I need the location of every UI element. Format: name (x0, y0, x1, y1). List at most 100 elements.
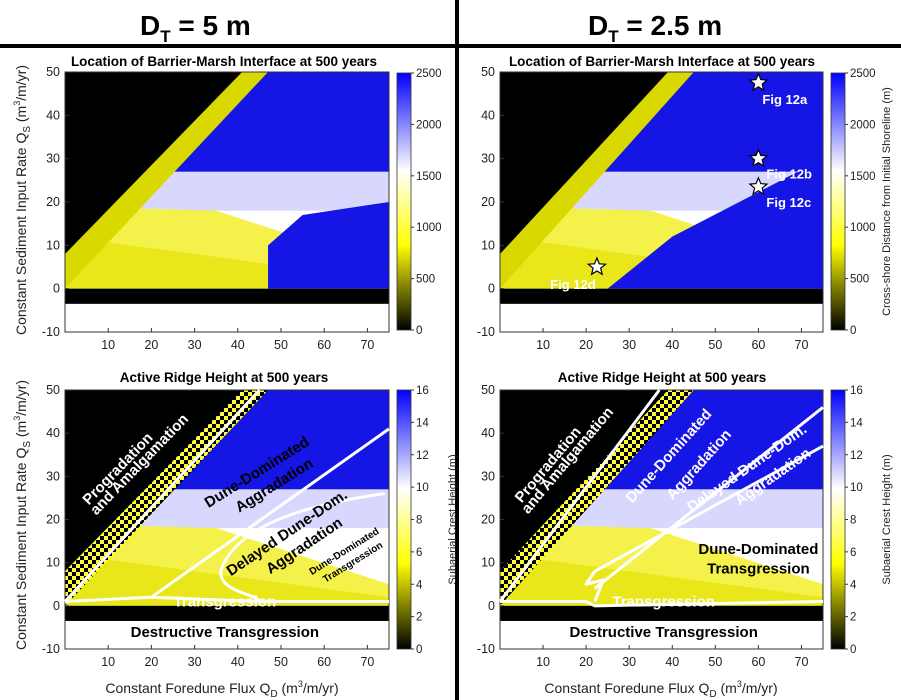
regime-boundary (594, 444, 824, 573)
colorbar-tick-label: 2 (416, 612, 422, 624)
colorbar-tick-label: 4 (416, 579, 423, 591)
field-black-band (65, 605, 389, 621)
regime-label: Transgression (612, 594, 715, 611)
y-tick-label: 30 (481, 152, 495, 166)
x-tick-label: 20 (144, 338, 158, 352)
colorbar-tick-label: 14 (416, 417, 429, 429)
y-tick-label: 0 (488, 282, 495, 296)
panel-title: Location of Barrier-Marsh Interface at 5… (509, 54, 815, 69)
regime-boundary (64, 595, 389, 604)
field-black-band (500, 288, 823, 304)
colorbar-tick-label: 500 (416, 274, 435, 286)
y-tick-label: 30 (481, 469, 495, 483)
regime-boundary (63, 388, 261, 603)
regime-label: Transgression (707, 560, 810, 577)
y-tick-label: 50 (46, 65, 60, 79)
regime-boundary (498, 389, 661, 603)
field-black-band (65, 288, 389, 304)
colorbar-tick-label: 4 (850, 579, 857, 591)
colorbar-label: Subaerial Crest Height (m) (447, 454, 459, 584)
colorbar-tick-label: 8 (416, 515, 422, 527)
panel-2: Location of Barrier-Marsh Interface at 5… (477, 54, 893, 352)
x-tick-label: 30 (622, 338, 636, 352)
xlabel-right: Constant Foredune Flux QD (m3/m/yr) (544, 679, 777, 700)
regime-label: Transgression (174, 594, 277, 611)
colorbar-tick-label: 16 (850, 385, 863, 397)
column-title-left: DT = 5 m (140, 10, 251, 46)
annotation-label: Fig 12d (550, 277, 596, 292)
colorbar-tick-label: 0 (416, 325, 422, 337)
field-black-band (500, 605, 823, 621)
x-tick-label: 50 (708, 655, 722, 669)
panel-title: Location of Barrier-Marsh Interface at 5… (71, 54, 377, 69)
y-tick-label: 20 (46, 195, 60, 209)
regime-label: Dune-Dominated (698, 541, 818, 558)
field-blue-lowright (607, 158, 823, 289)
x-tick-label: 70 (795, 655, 809, 669)
star-marker (748, 72, 769, 92)
annotation-label: Fig 12a (762, 92, 808, 107)
colorbar-tick-label: 6 (850, 547, 856, 559)
y-tick-label: 40 (481, 108, 495, 122)
y-tick-label: 30 (46, 469, 60, 483)
colorbar-tick-label: 12 (850, 450, 863, 462)
colorbar-tick-label: 2 (850, 612, 856, 624)
regime-boundary (500, 600, 824, 608)
column-title-right: DT = 2.5 m (588, 10, 722, 46)
y-tick-label: 0 (488, 599, 495, 613)
y-tick-label: 50 (481, 65, 495, 79)
star-marker (748, 148, 769, 168)
x-tick-label: 50 (274, 338, 288, 352)
x-tick-label: 40 (231, 338, 245, 352)
panel-title: Active Ridge Height at 500 years (558, 370, 767, 385)
x-tick-label: 20 (579, 338, 593, 352)
colorbar-tick-label: 2500 (416, 68, 442, 80)
x-tick-label: 30 (188, 655, 202, 669)
colorbar-tick-label: 14 (850, 417, 863, 429)
colorbar-label: Subaerial Crest Height (m) (881, 454, 893, 584)
y-tick-label: 0 (53, 282, 60, 296)
colorbar-label: Cross-shore Distance from Initial Shorel… (881, 87, 893, 316)
header-divider (0, 44, 901, 48)
x-tick-label: 40 (665, 655, 679, 669)
x-tick-label: 70 (360, 655, 374, 669)
regime-label: Destructive Transgression (569, 624, 757, 641)
y-tick-label: 20 (481, 513, 495, 527)
annotation-label: Fig 12b (766, 167, 812, 182)
colorbar-tick-label: 10 (416, 482, 429, 494)
y-tick-label: 50 (46, 383, 60, 397)
y-tick-label: 10 (46, 238, 60, 252)
x-tick-label: 60 (317, 338, 331, 352)
field-progradation-core (500, 390, 668, 572)
colorbar (830, 72, 846, 331)
y-tick-label: 40 (481, 426, 495, 440)
colorbar-tick-label: 8 (850, 515, 856, 527)
y-tick-label: 50 (481, 383, 495, 397)
colorbar-tick-label: 2000 (416, 119, 442, 131)
x-tick-label: 60 (317, 655, 331, 669)
x-tick-label: 10 (536, 655, 550, 669)
colorbar-tick-label: 6 (416, 547, 422, 559)
field-progradation-core (65, 390, 243, 572)
field-blue-lowright (268, 202, 389, 289)
x-tick-label: 70 (795, 338, 809, 352)
y-tick-label: 20 (481, 195, 495, 209)
star-marker (586, 256, 608, 276)
regime-label: Destructive Transgression (131, 624, 319, 641)
y-tick-label: 10 (481, 556, 495, 570)
x-tick-label: 20 (144, 655, 158, 669)
x-tick-label: 30 (622, 655, 636, 669)
colorbar (396, 389, 412, 650)
regime-boundary (150, 427, 390, 599)
y-tick-label: 40 (46, 108, 60, 122)
x-tick-label: 70 (360, 338, 374, 352)
y-tick-label: -10 (477, 325, 495, 339)
x-tick-label: 10 (101, 655, 115, 669)
colorbar-tick-label: 500 (850, 274, 869, 286)
y-tick-label: 30 (46, 152, 60, 166)
colorbar-tick-label: 0 (850, 325, 856, 337)
x-tick-label: 60 (751, 655, 765, 669)
annotation-label: Fig 12c (766, 195, 811, 210)
colorbar-tick-label: 0 (850, 644, 856, 656)
x-tick-label: 60 (751, 338, 765, 352)
